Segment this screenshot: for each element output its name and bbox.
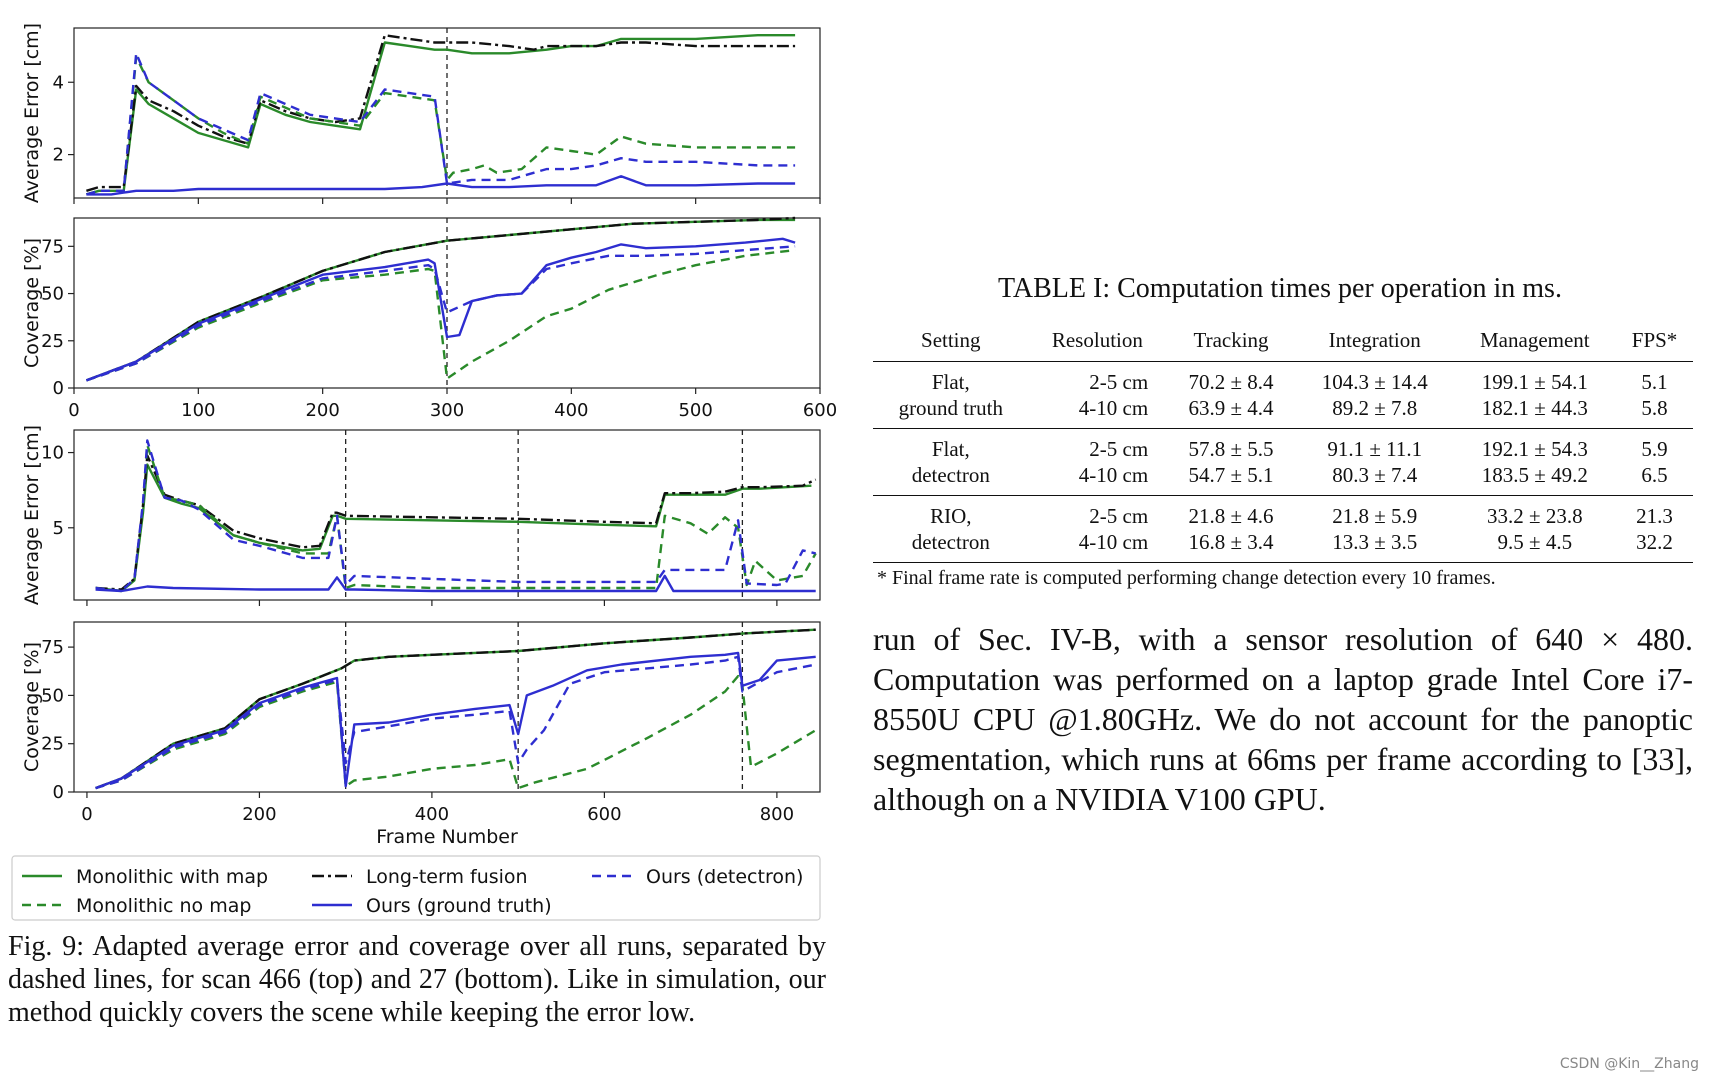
setting-cell: RIO, detectron bbox=[873, 495, 1029, 563]
x-tick-label: 200 bbox=[305, 400, 339, 421]
tracking-cell: 70.2 ± 8.4 63.9 ± 4.4 bbox=[1166, 361, 1296, 429]
plot-frame bbox=[73, 429, 821, 601]
series-line-long-term-fusion bbox=[86, 34, 796, 192]
x-axis-label: Frame Number bbox=[376, 826, 518, 848]
y-tick-label: 5 bbox=[53, 518, 64, 539]
x-tick-label: 300 bbox=[430, 400, 464, 421]
legend-label: Monolithic with map bbox=[76, 866, 268, 888]
series-line-ours-ground-truth bbox=[86, 175, 796, 196]
table-row: Flat, ground truth 2-5 cm 4-10 cm 70.2 ± 8… bbox=[873, 361, 1693, 429]
integration-cell: 21.8 ± 5.9 13.3 ± 3.5 bbox=[1295, 495, 1454, 563]
x-tick-label: 400 bbox=[554, 400, 588, 421]
x-tick-label: 400 bbox=[415, 804, 449, 825]
x-tick-label: 0 bbox=[68, 400, 79, 421]
legend-box bbox=[11, 855, 821, 921]
integration-cell: 91.1 ± 11.1 80.3 ± 7.4 bbox=[1295, 428, 1454, 496]
y-tick-label: 25 bbox=[41, 331, 64, 352]
series-line-ours-ground-truth bbox=[95, 574, 816, 593]
header-resolution: Resolution bbox=[1028, 324, 1167, 362]
resolution-cell: 2-5 cm 4-10 cm bbox=[1028, 495, 1167, 563]
series-line-monolithic-with-map bbox=[95, 463, 812, 593]
y-axis-label: Average Error [cm] bbox=[21, 425, 43, 605]
y-tick-label: 75 bbox=[41, 637, 64, 658]
y-tick-label: 0 bbox=[53, 782, 64, 803]
series-line-ours-ground-truth bbox=[95, 651, 816, 790]
series-line-monolithic-no-map bbox=[86, 55, 796, 196]
watermark: CSDN @Kin__Zhang bbox=[1559, 1056, 1699, 1072]
y-tick-label: 25 bbox=[41, 734, 64, 755]
series-line-ours-detectron bbox=[95, 655, 816, 790]
body-paragraph: run of Sec. IV-B, with a sensor resoluti… bbox=[873, 621, 1693, 817]
series-line-ours-detectron bbox=[86, 245, 796, 382]
setting-cell: Flat, ground truth bbox=[873, 361, 1029, 429]
legend-label: Long-term fusion bbox=[366, 866, 528, 888]
series-line-long-term-fusion bbox=[95, 628, 816, 790]
legend-label: Ours (detectron) bbox=[646, 866, 803, 888]
header-management: Management bbox=[1453, 324, 1617, 362]
y-axis-label: Coverage [%] bbox=[21, 642, 43, 772]
header-fps: FPS* bbox=[1616, 324, 1693, 362]
series-line-ours-detectron bbox=[95, 439, 816, 593]
plot-frame bbox=[73, 621, 821, 793]
x-tick-label: 0 bbox=[81, 804, 92, 825]
y-tick-label: 4 bbox=[53, 72, 64, 93]
x-tick-label: 100 bbox=[181, 400, 215, 421]
setting-cell: Flat, detectron bbox=[873, 428, 1029, 496]
integration-cell: 104.3 ± 14.4 89.2 ± 7.8 bbox=[1295, 361, 1454, 429]
fps-cell: 21.3 32.2 bbox=[1616, 495, 1693, 563]
header-tracking: Tracking bbox=[1166, 324, 1296, 362]
legend-label: Ours (ground truth) bbox=[366, 895, 552, 917]
table-row: RIO, detectron 2-5 cm 4-10 cm 21.8 ± 4.6 16… bbox=[873, 495, 1693, 563]
management-cell: 33.2 ± 23.8 9.5 ± 4.5 bbox=[1453, 495, 1617, 563]
header-integration: Integration bbox=[1295, 324, 1454, 362]
resolution-cell: 2-5 cm 4-10 cm bbox=[1028, 428, 1167, 496]
series-line-ours-detectron bbox=[86, 52, 796, 196]
resolution-cell: 2-5 cm 4-10 cm bbox=[1028, 361, 1167, 429]
x-tick-label: 800 bbox=[760, 804, 794, 825]
tracking-cell: 57.8 ± 5.5 54.7 ± 5.1 bbox=[1166, 428, 1296, 496]
x-tick-label: 600 bbox=[803, 400, 837, 421]
table-title: TABLE I: Computation times per operation… bbox=[998, 273, 1562, 304]
y-tick-label: 0 bbox=[53, 378, 64, 399]
fps-cell: 5.1 5.8 bbox=[1616, 361, 1693, 429]
series-line-ours-ground-truth bbox=[85, 237, 796, 382]
y-axis-label: Coverage [%] bbox=[21, 238, 43, 368]
fps-cell: 5.9 6.5 bbox=[1616, 428, 1693, 496]
tracking-cell: 21.8 ± 4.6 16.8 ± 3.4 bbox=[1166, 495, 1296, 563]
series-line-monolithic-no-map bbox=[86, 248, 796, 382]
series-line-monolithic-no-map bbox=[95, 674, 817, 790]
table-header-row: Setting Resolution Tracking Integration … bbox=[873, 324, 1693, 362]
series-line-long-term-fusion bbox=[85, 216, 796, 382]
header-setting: Setting bbox=[873, 324, 1029, 362]
series-line-long-term-fusion bbox=[95, 454, 817, 591]
x-tick-label: 600 bbox=[587, 804, 621, 825]
legend-label: Monolithic no map bbox=[76, 895, 251, 917]
y-axis-label: Average Error [cm] bbox=[21, 23, 43, 203]
y-tick-label: 2 bbox=[53, 145, 64, 166]
y-tick-label: 75 bbox=[41, 236, 64, 257]
x-tick-label: 500 bbox=[678, 400, 712, 421]
management-cell: 199.1 ± 54.1 182.1 ± 44.3 bbox=[1453, 361, 1617, 429]
y-tick-label: 50 bbox=[41, 284, 64, 305]
x-tick-label: 200 bbox=[242, 804, 276, 825]
y-tick-label: 10 bbox=[41, 443, 64, 464]
figure-caption: Fig. 9: Adapted average error and covera… bbox=[8, 931, 826, 1028]
management-cell: 192.1 ± 54.3 183.5 ± 49.2 bbox=[1453, 428, 1617, 496]
y-tick-label: 50 bbox=[41, 685, 64, 706]
computation-table: Setting Resolution Tracking Integration … bbox=[873, 324, 1693, 563]
table-footnote: * Final frame rate is computed performin… bbox=[877, 567, 1496, 589]
table-row: Flat, detectron 2-5 cm 4-10 cm 57.8 ± 5.5 5… bbox=[873, 428, 1693, 496]
